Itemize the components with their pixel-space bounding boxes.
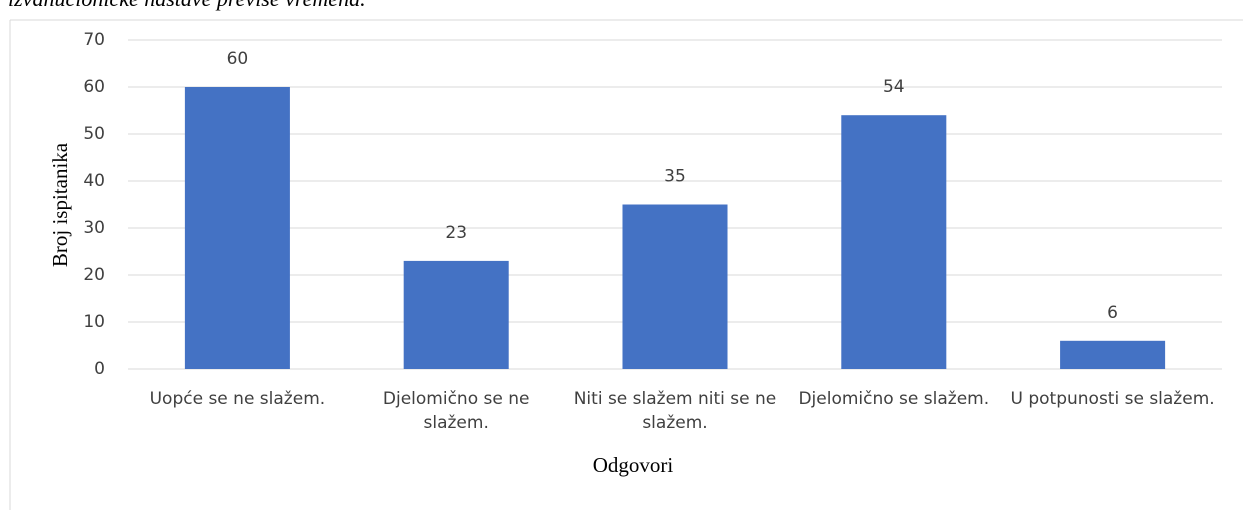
y-tick-label: 10 — [83, 312, 105, 332]
data-label: 6 — [1107, 303, 1118, 323]
bar — [841, 115, 947, 369]
data-label: 35 — [664, 167, 686, 187]
bar — [184, 87, 290, 369]
data-label: 23 — [445, 223, 467, 243]
x-tick-label: Djelomično se ne slažem. — [382, 389, 530, 433]
y-tick-label: 60 — [83, 77, 105, 97]
y-tick-label: 50 — [83, 124, 105, 144]
x-tick-label: U potpunosti se slažem. — [1010, 389, 1215, 409]
data-label: 60 — [227, 49, 249, 69]
data-label: 54 — [883, 77, 905, 97]
x-axis-title: Odgovori — [593, 453, 674, 477]
y-tick-label: 20 — [83, 265, 105, 285]
bar — [1060, 340, 1166, 369]
y-axis-title: Broj ispitanika — [48, 142, 72, 267]
x-tick-label: Uopće se ne slažem. — [149, 389, 326, 409]
y-tick-label: 0 — [94, 359, 105, 379]
bar — [403, 260, 509, 369]
x-tick-label: Niti se slažem niti se ne slažem. — [573, 389, 777, 433]
x-tick-label: Djelomično se slažem. — [798, 389, 990, 409]
bar — [622, 204, 728, 369]
y-tick-label: 70 — [83, 30, 105, 50]
caption: izvanučioničke nastave previše vremena. — [8, 0, 366, 12]
y-tick-label: 30 — [83, 218, 105, 238]
y-tick-label: 40 — [83, 171, 105, 191]
